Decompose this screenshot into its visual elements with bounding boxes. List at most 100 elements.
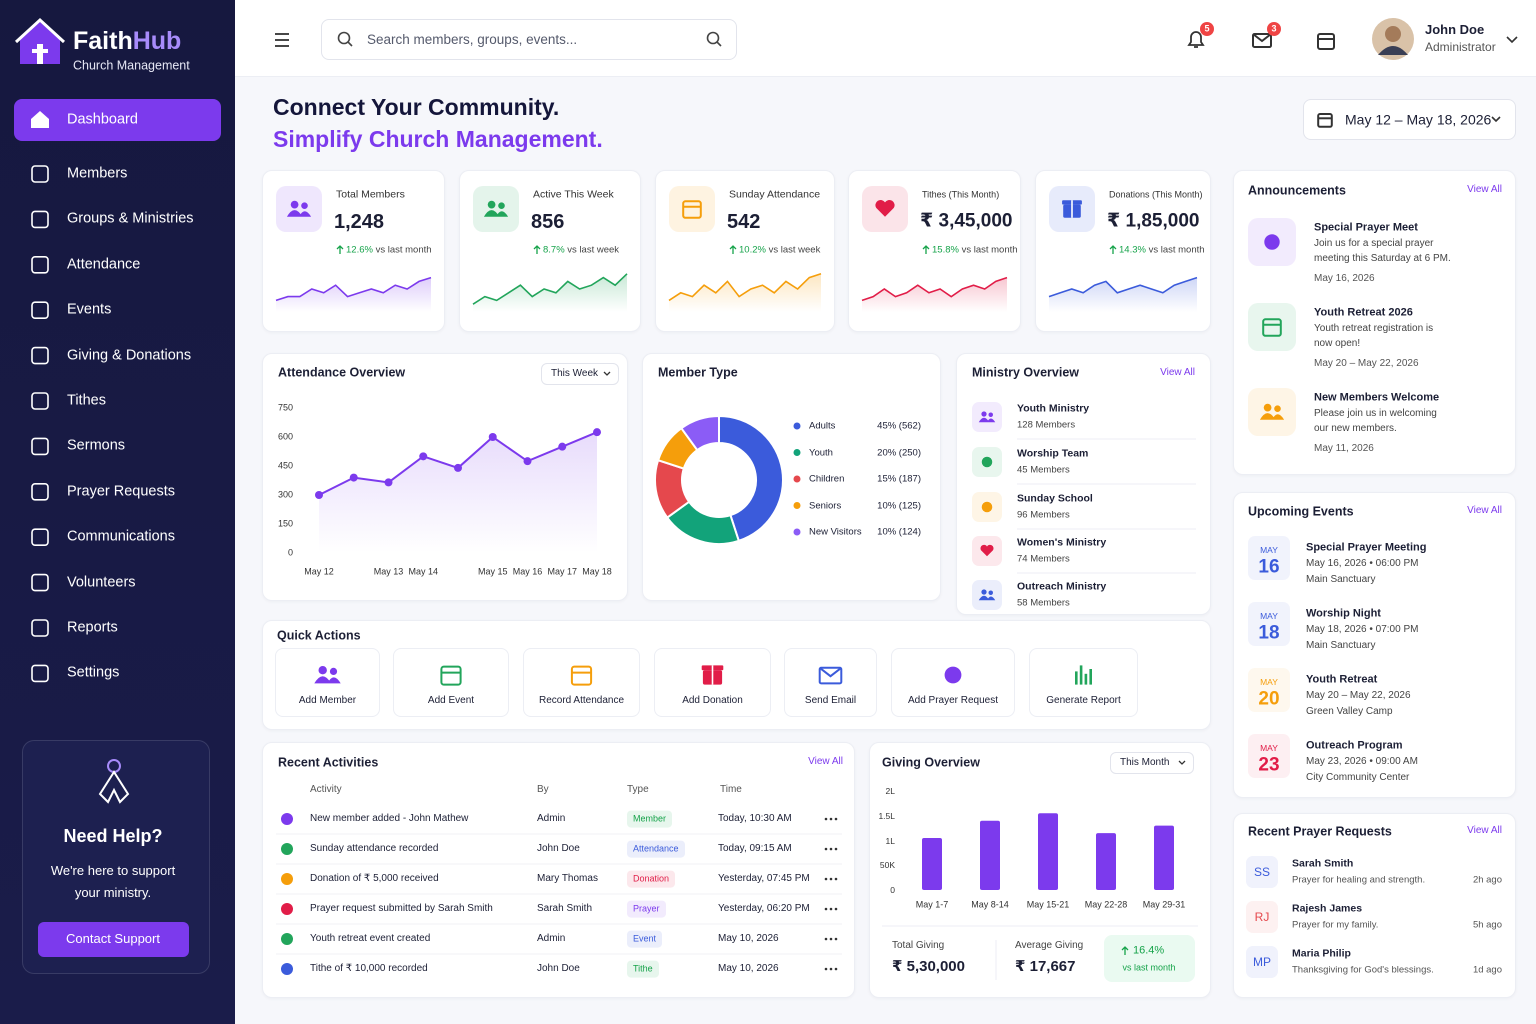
view-all[interactable]: View All: [808, 756, 843, 767]
x-tick-label: May 1-7: [915, 899, 949, 910]
filter-pill[interactable]: [1110, 752, 1194, 774]
announcement-date: May 16, 2026: [1314, 273, 1375, 284]
prayer-ago: 2h ago: [1472, 874, 1502, 886]
nav-item[interactable]: Reports: [67, 619, 118, 636]
nav-item[interactable]: Giving & Donations: [67, 346, 192, 363]
x-tick-label: May 16: [512, 566, 543, 577]
column-header: Time: [720, 784, 742, 795]
activity-by: Mary Thomas: [537, 873, 598, 884]
nav-item[interactable]: Members: [67, 165, 128, 182]
help-text: We're here to support your ministry.: [50, 863, 176, 900]
legend-label: Adults: [809, 420, 836, 432]
event-when: May 16, 2026 • 06:00 PM: [1306, 558, 1419, 569]
help-title: Need Help?: [63, 826, 163, 847]
stat-change-period: vs last week: [567, 244, 620, 256]
event-day: 23: [1258, 754, 1280, 776]
announcement-text: Please join us in welcoming our new memb…: [1314, 408, 1437, 434]
column-header: By: [537, 784, 549, 795]
value-label: 15% (187): [877, 473, 921, 485]
quick-action-button[interactable]: [1029, 648, 1138, 717]
x-tick-label: May 15: [477, 566, 508, 577]
event-when: May 23, 2026 • 09:00 AM: [1306, 756, 1418, 767]
initials: RJ: [1254, 909, 1270, 924]
view-all[interactable]: View All: [1160, 367, 1195, 378]
stat-value: ₹ 3,45,000: [920, 210, 1013, 232]
nav-item[interactable]: Settings: [67, 664, 120, 681]
ministry-name: Women's Ministry: [1017, 536, 1107, 549]
ministry-name: Worship Team: [1017, 447, 1089, 460]
activity-time: Today, 09:15 AM: [718, 843, 792, 854]
nav-item[interactable]: Communications: [67, 528, 175, 545]
announcement-date: May 20 – May 22, 2026: [1314, 358, 1419, 369]
summary-label: Average Giving: [1015, 940, 1084, 951]
event-where: Main Sanctuary: [1306, 574, 1376, 585]
quick-action-label[interactable]: Generate Report: [1046, 695, 1121, 706]
event-when: May 18, 2026 • 07:00 PM: [1306, 624, 1419, 635]
quick-action-label[interactable]: Add Member: [298, 695, 357, 706]
stat-change: 8.7% vs last week: [543, 244, 619, 255]
quick-action-label[interactable]: Add Prayer Request: [907, 695, 999, 706]
search-placeholder[interactable]: Search members, groups, events...: [367, 31, 578, 47]
activity-by: Sarah Smith: [537, 903, 593, 914]
y-tick-label: 600: [277, 431, 293, 442]
filter-pill[interactable]: [541, 363, 619, 385]
stat-label: Active This Week: [533, 188, 614, 201]
stat-change-period: vs last week: [768, 244, 821, 256]
view-all[interactable]: View All: [1467, 825, 1502, 836]
event-month: MAY: [1260, 742, 1278, 753]
x-tick-label: May 14: [408, 566, 439, 577]
legend-label: Children: [809, 473, 845, 485]
quick-action-label[interactable]: Record Attendance: [538, 695, 625, 706]
filter-label[interactable]: This Month: [1120, 757, 1170, 768]
nav-item[interactable]: Dashboard: [67, 111, 138, 128]
stat-label: Sunday Attendance: [729, 188, 821, 201]
headline-accent: Simplify Church Management.: [273, 126, 603, 153]
quick-action-label[interactable]: Send Email: [804, 695, 857, 706]
quick-action-label[interactable]: Add Donation: [682, 695, 743, 706]
activity-by: John Doe: [537, 843, 580, 854]
activity-type: Tithe: [627, 960, 659, 978]
attendance-card: [262, 353, 628, 601]
view-all[interactable]: View All: [1467, 184, 1502, 195]
chart-title: Member Type: [658, 365, 738, 380]
nav-item[interactable]: Tithes: [67, 392, 106, 409]
announcement-title: New Members Welcome: [1314, 391, 1440, 404]
x-tick-label: May 8-14: [971, 899, 1009, 910]
announcement-text: Youth retreat registration is now open!: [1314, 323, 1434, 349]
brand-tagline: Church Management: [73, 58, 190, 73]
y-tick-label: 50K: [879, 860, 895, 871]
date-range-button[interactable]: [1303, 99, 1516, 140]
search-box[interactable]: [321, 19, 737, 60]
y-tick-label: 450: [277, 460, 293, 471]
nav-item[interactable]: Events: [67, 301, 112, 318]
date-range[interactable]: May 12 – May 18, 2026: [1345, 111, 1492, 128]
value-label: 20% (250): [877, 446, 921, 458]
activity-time: May 10, 2026: [718, 963, 779, 974]
legend-label: Youth: [809, 446, 833, 458]
initials: MP: [1253, 954, 1271, 969]
filter-label[interactable]: This Week: [551, 368, 599, 379]
event-title: Outreach Program: [1306, 739, 1403, 752]
quick-action-label[interactable]: Add Event: [427, 695, 475, 706]
nav-item[interactable]: Sermons: [67, 437, 126, 454]
y-tick-label: 2L: [885, 785, 895, 796]
chart-title: Attendance Overview: [278, 365, 406, 380]
event-month: MAY: [1260, 676, 1278, 687]
stat-change: 15.8% vs last month: [932, 244, 1018, 255]
event-day: 20: [1258, 688, 1280, 710]
announcement-date: May 11, 2026: [1314, 443, 1374, 454]
view-all[interactable]: View All: [1467, 505, 1502, 516]
help-button-label[interactable]: Contact Support: [66, 931, 160, 947]
headline: Connect Your Community.: [273, 94, 560, 121]
badge-count: 5: [1204, 23, 1210, 34]
ministry-name: Outreach Ministry: [1017, 580, 1107, 593]
nav-item[interactable]: Volunteers: [67, 573, 136, 590]
stat-change: 14.3% vs last month: [1119, 244, 1205, 255]
nav-item[interactable]: Groups & Ministries: [67, 210, 194, 227]
nav-item[interactable]: Attendance: [67, 256, 141, 273]
activity-time: Yesterday, 07:45 PM: [718, 873, 810, 884]
stat-change-period: vs last month: [375, 244, 432, 256]
value-label: 10% (124): [877, 526, 921, 538]
event-where: Green Valley Camp: [1306, 706, 1393, 717]
nav-item[interactable]: Prayer Requests: [67, 483, 175, 500]
